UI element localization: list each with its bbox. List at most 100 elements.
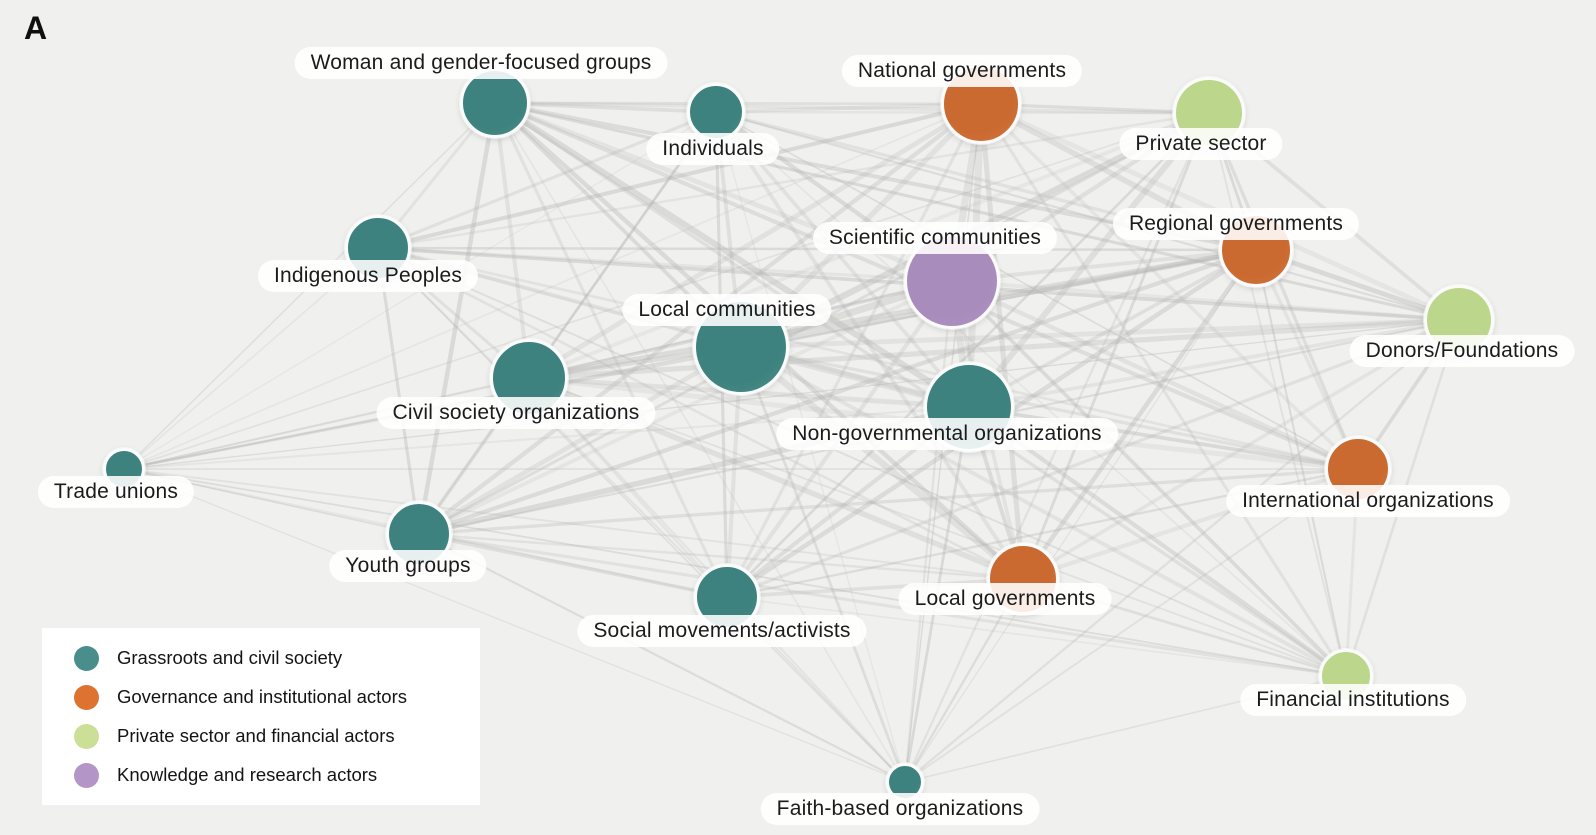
node-label-youth-groups: Youth groups bbox=[329, 550, 487, 582]
edge-donors-foundations--trade-unions bbox=[123, 319, 1460, 470]
node-label-social-movements-activists: Social movements/activists bbox=[577, 615, 867, 647]
edge-national-governments--trade-unions bbox=[123, 103, 982, 470]
edge-indigenous-peoples--financial-institutions bbox=[377, 247, 1347, 677]
edge-local-communities--international-organizations bbox=[740, 345, 1359, 471]
edge-trade-unions--local-governments bbox=[123, 468, 1024, 580]
edge-scientific-communities--youth-groups bbox=[418, 279, 953, 536]
edge-national-governments--indigenous-peoples bbox=[377, 102, 982, 250]
edge-local-communities--financial-institutions bbox=[740, 345, 1347, 678]
node-label-regional-governments: Regional governments bbox=[1112, 208, 1360, 240]
edge-regional-governments--civil-society-organizations bbox=[528, 247, 1257, 381]
edge-woman-gender-groups--faith-based-organizations bbox=[494, 102, 906, 783]
edge-local-communities--youth-groups bbox=[417, 344, 743, 537]
edge-private-sector--local-governments bbox=[1021, 112, 1211, 580]
edge-donors-foundations--non-governmental-organizations bbox=[968, 318, 1460, 409]
edge-local-communities--faith-based-organizations bbox=[739, 346, 907, 783]
edge-regional-governments--faith-based-organizations bbox=[904, 249, 1257, 783]
edge-indigenous-peoples--scientific-communities bbox=[377, 246, 953, 283]
edge-non-governmental-organizations--international-organizations bbox=[968, 405, 1359, 471]
legend-item-knowledge: Knowledge and research actors bbox=[74, 762, 480, 788]
node-label-private-sector: Private sector bbox=[1119, 128, 1283, 160]
grassroots-swatch-icon bbox=[74, 645, 99, 671]
edge-youth-groups--faith-based-organizations bbox=[418, 533, 906, 783]
edge-private-sector--indigenous-peoples bbox=[377, 111, 1210, 250]
legend-item-private: Private sector and financial actors bbox=[74, 723, 480, 749]
legend-label: Private sector and financial actors bbox=[117, 725, 395, 746]
edge-local-governments--social-movements-activists bbox=[726, 577, 1024, 599]
edge-non-governmental-organizations--financial-institutions bbox=[967, 405, 1348, 678]
edge-donors-foundations--social-movements-activists bbox=[726, 318, 1460, 599]
edge-youth-groups--social-movements-activists bbox=[418, 532, 728, 599]
legend-label: Grassroots and civil society bbox=[117, 647, 343, 668]
edge-regional-governments--local-communities bbox=[740, 247, 1257, 350]
edge-non-governmental-organizations--trade-unions bbox=[123, 405, 970, 471]
edge-scientific-communities--faith-based-organizations bbox=[903, 280, 954, 783]
edge-civil-society-organizations--trade-unions bbox=[123, 377, 530, 470]
edge-private-sector--international-organizations bbox=[1207, 112, 1360, 470]
edge-youth-groups--financial-institutions bbox=[418, 532, 1347, 678]
edge-private-sector--trade-unions bbox=[123, 112, 1210, 470]
node-individuals[interactable] bbox=[687, 83, 745, 141]
edge-regional-governments--financial-institutions bbox=[1254, 249, 1348, 677]
edge-woman-gender-groups--non-governmental-organizations bbox=[493, 100, 971, 410]
edge-scientific-communities--financial-institutions bbox=[950, 279, 1348, 678]
edge-woman-gender-groups--private-sector bbox=[494, 101, 1210, 115]
edge-international-organizations--youth-groups bbox=[418, 467, 1359, 536]
node-label-civil-society-organizations: Civil society organizations bbox=[376, 397, 656, 429]
edge-indigenous-peoples--local-governments bbox=[377, 246, 1024, 581]
legend-item-governance: Governance and institutional actors bbox=[74, 684, 480, 710]
node-label-indigenous-peoples: Indigenous Peoples bbox=[257, 260, 479, 292]
governance-swatch-icon bbox=[74, 684, 99, 710]
node-label-woman-gender-groups: Woman and gender-focused groups bbox=[294, 47, 668, 79]
node-label-donors-foundations: Donors/Foundations bbox=[1349, 335, 1575, 367]
private-swatch-icon bbox=[74, 723, 99, 749]
node-label-local-communities: Local communities bbox=[622, 294, 832, 326]
node-label-international-organizations: International organizations bbox=[1226, 485, 1510, 517]
edge-national-governments--financial-institutions bbox=[979, 103, 1348, 677]
edge-private-sector--social-movements-activists bbox=[726, 112, 1210, 598]
edge-individuals--national-governments bbox=[715, 102, 982, 114]
legend: Grassroots and civil society Governance … bbox=[42, 628, 480, 805]
edge-national-governments--local-governments bbox=[978, 103, 1026, 580]
node-label-trade-unions: Trade unions bbox=[37, 476, 195, 508]
edge-indigenous-peoples--faith-based-organizations bbox=[377, 247, 906, 783]
edge-scientific-communities--international-organizations bbox=[951, 278, 1359, 472]
edge-regional-governments--international-organizations bbox=[1254, 249, 1360, 470]
edge-national-governments--social-movements-activists bbox=[725, 103, 983, 598]
edge-woman-gender-groups--financial-institutions bbox=[494, 101, 1347, 678]
edge-private-sector--financial-institutions bbox=[1208, 112, 1347, 677]
edge-national-governments--civil-society-organizations bbox=[527, 101, 983, 381]
edge-scientific-communities--regional-governments bbox=[951, 248, 1257, 283]
edge-regional-governments--local-governments bbox=[1021, 248, 1258, 581]
edge-individuals--donors-foundations bbox=[715, 110, 1460, 322]
edge-individuals--local-governments bbox=[714, 110, 1025, 581]
node-label-national-governments: National governments bbox=[841, 55, 1083, 87]
edge-donors-foundations--faith-based-organizations bbox=[904, 319, 1460, 783]
node-label-financial-institutions: Financial institutions bbox=[1240, 684, 1466, 716]
edge-donors-foundations--civil-society-organizations bbox=[528, 317, 1460, 381]
edge-trade-unions--faith-based-organizations bbox=[123, 468, 906, 783]
node-label-individuals: Individuals bbox=[646, 133, 780, 165]
edge-indigenous-peoples--youth-groups bbox=[376, 247, 421, 535]
edge-civil-society-organizations--financial-institutions bbox=[528, 377, 1347, 677]
edge-woman-gender-groups--civil-society-organizations bbox=[492, 102, 532, 379]
edge-regional-governments--youth-groups bbox=[418, 248, 1257, 536]
edge-indigenous-peoples--international-organizations bbox=[377, 246, 1359, 471]
legend-item-grassroots: Grassroots and civil society bbox=[74, 645, 480, 671]
legend-label: Knowledge and research actors bbox=[117, 764, 378, 785]
node-label-non-governmental-organizations: Non-governmental organizations bbox=[776, 418, 1118, 450]
edge-regional-governments--non-governmental-organizations bbox=[968, 248, 1257, 409]
edge-woman-gender-groups--youth-groups bbox=[416, 102, 498, 535]
edge-individuals--youth-groups bbox=[417, 111, 718, 535]
panel-label: A bbox=[24, 10, 48, 46]
edge-private-sector--non-governmental-organizations bbox=[966, 111, 1212, 409]
edge-woman-gender-groups--individuals bbox=[494, 101, 717, 114]
node-label-scientific-communities: Scientific communities bbox=[812, 222, 1058, 254]
edge-local-communities--local-governments bbox=[738, 344, 1026, 582]
edge-woman-gender-groups--social-movements-activists bbox=[493, 102, 729, 598]
edge-international-organizations--faith-based-organizations bbox=[904, 468, 1359, 783]
edge-individuals--financial-institutions bbox=[715, 111, 1347, 677]
edge-individuals--international-organizations bbox=[715, 111, 1359, 470]
edge-local-communities--donors-foundations bbox=[740, 317, 1460, 350]
